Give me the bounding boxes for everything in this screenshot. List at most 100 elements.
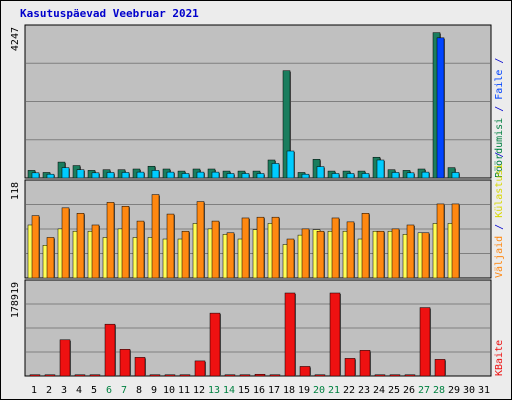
- bar-kbytes: [314, 374, 326, 377]
- bar-files: [226, 173, 235, 179]
- legend-entry: Väljaid: [494, 236, 505, 278]
- bar-visits: [391, 228, 400, 279]
- bar-kbytes: [134, 357, 146, 377]
- bar-files: [61, 167, 70, 179]
- page-title: Kasutuspäevad Veebruar 2021: [20, 7, 199, 20]
- bar-kbytes: [374, 374, 386, 377]
- legend-kbytes: KBaite: [494, 340, 505, 376]
- legend-entry: Külastusi: [494, 164, 505, 218]
- x-tick-label: 5: [91, 385, 97, 396]
- bar-visits: [31, 215, 40, 279]
- x-tick-label: 9: [151, 385, 157, 396]
- legend-entry: /: [494, 58, 505, 70]
- bar-kbytes: [149, 374, 161, 377]
- x-tick-label: 8: [136, 385, 142, 396]
- x-tick-label: 19: [298, 385, 310, 396]
- legend-entry: Pöördumisi: [494, 118, 505, 178]
- x-tick-label: 30: [463, 385, 475, 396]
- bar-files: [181, 173, 190, 179]
- bar-files: [151, 170, 160, 179]
- x-tick-label: 26: [403, 385, 415, 396]
- bar-kbytes: [104, 323, 116, 377]
- bar-visits: [121, 206, 130, 279]
- x-tick-label: 15: [238, 385, 250, 396]
- y-max-label: 4247: [10, 27, 21, 51]
- bar-files: [46, 173, 55, 179]
- bar-visits: [316, 230, 325, 279]
- bar-visits: [151, 194, 160, 279]
- legend-entry: /: [494, 218, 505, 236]
- bar-visits: [301, 228, 310, 279]
- bar-visits: [211, 220, 220, 279]
- x-tick-label: 17: [268, 385, 280, 396]
- x-tick-label: 4: [76, 385, 82, 396]
- bar-visits: [46, 237, 55, 279]
- bar-files: [76, 169, 85, 179]
- bar-kbytes: [284, 292, 296, 377]
- bar-files: [301, 173, 310, 179]
- bar-kbytes: [404, 374, 416, 377]
- x-tick-label: 28: [433, 385, 445, 396]
- legend-entry: /: [494, 152, 505, 164]
- bar-files: [376, 159, 385, 179]
- bar-visits: [196, 201, 205, 279]
- x-tick-label: 16: [253, 385, 265, 396]
- bar-visits: [106, 202, 115, 279]
- bar-kbytes: [89, 374, 101, 377]
- bar-files: [136, 171, 145, 179]
- panel-kbytes: 178919: [10, 279, 492, 377]
- x-tick-label: 7: [121, 385, 127, 396]
- x-axis-labels: 1 2 3 4 5 6 7 8 9 10 11 12 13 14 15 16 17 18 19 20 21 22 23 24 2…: [31, 385, 490, 396]
- bar-kbytes: [179, 374, 191, 377]
- bar-kbytes: [164, 374, 176, 377]
- bar-files: [271, 163, 280, 179]
- bar-kbytes: [194, 360, 206, 377]
- bar-kbytes: [239, 374, 251, 377]
- y-max-label: 178919: [10, 282, 21, 318]
- series-group-pages-visits: [27, 194, 460, 279]
- bar-kbytes: [344, 358, 356, 377]
- x-tick-label: 24: [373, 385, 385, 396]
- bar-kbytes: [44, 374, 56, 377]
- bar-visits: [451, 203, 460, 279]
- legend-text: Pöördumisi / Faile /: [494, 58, 505, 178]
- bar-visits: [421, 232, 430, 279]
- bar-visits: [256, 216, 265, 279]
- panel-hits-files: 4247: [10, 24, 492, 179]
- bar-kbytes: [434, 359, 446, 377]
- bar-kbytes: [299, 366, 311, 377]
- bar-kbytes: [269, 374, 281, 377]
- bar-kbytes: [209, 312, 221, 377]
- x-tick-label: 25: [388, 385, 400, 396]
- bar-files: [361, 173, 370, 179]
- bar-hits: [282, 70, 291, 179]
- bar-kbytes: [254, 373, 266, 377]
- bar-kbytes: [59, 339, 71, 377]
- bar-visits: [286, 238, 295, 279]
- bar-visits: [346, 221, 355, 279]
- bar-files: [106, 172, 115, 179]
- bar-visits: [361, 213, 370, 279]
- bar-files: [286, 150, 295, 179]
- series-group-hits-files: [27, 32, 460, 179]
- x-tick-label: 29: [448, 385, 460, 396]
- bar-files: [256, 173, 265, 179]
- x-tick-label: 27: [418, 385, 430, 396]
- x-tick-label: 2: [46, 385, 52, 396]
- legend-text: Väljaid / Külastusi /: [494, 152, 505, 278]
- bar-files: [406, 172, 415, 179]
- bar-kbytes: [74, 374, 86, 377]
- x-tick-label: 10: [163, 385, 175, 396]
- bar-files: [421, 171, 430, 179]
- x-tick-label: 6: [106, 385, 112, 396]
- bar-visits: [76, 213, 85, 279]
- x-tick-label: 13: [208, 385, 220, 396]
- bar-files: [166, 171, 175, 179]
- y-max-label: 118: [10, 182, 21, 200]
- x-tick-label: 21: [328, 385, 340, 396]
- x-tick-label: 3: [61, 385, 67, 396]
- bar-files: [241, 173, 250, 179]
- bar-visits: [376, 230, 385, 279]
- bar-files: [391, 172, 400, 179]
- legend-entry: Faile: [494, 70, 505, 100]
